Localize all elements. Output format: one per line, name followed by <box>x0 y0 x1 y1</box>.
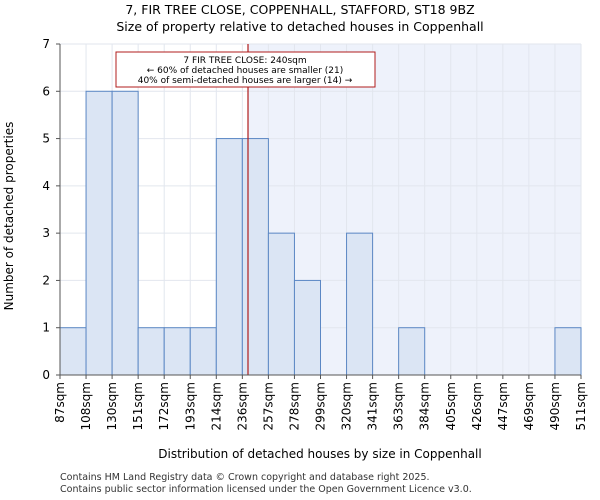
histogram-bar <box>137 327 165 376</box>
y-tick-label: 4 <box>42 179 50 193</box>
x-tick-label: 278sqm <box>287 382 301 430</box>
footer-copyright: Contains HM Land Registry data © Crown c… <box>60 472 430 483</box>
x-tick-label: 257sqm <box>261 382 275 430</box>
x-tick-label: 405sqm <box>444 382 458 430</box>
x-tick-label: 130sqm <box>105 382 119 430</box>
annotation-box <box>115 51 376 88</box>
y-tick-label: 0 <box>42 368 50 382</box>
histogram-bar <box>346 232 374 376</box>
annotation-line-3: 40% of semi-detached houses are larger (… <box>138 76 353 86</box>
y-tick-label: 5 <box>42 132 50 146</box>
chart-subtitle: Size of property relative to detached ho… <box>116 19 484 34</box>
x-tick-label: 172sqm <box>157 382 171 430</box>
histogram-bar <box>554 327 582 376</box>
histogram-bar <box>189 327 217 376</box>
histogram-bar <box>163 327 191 376</box>
histogram-bar <box>215 138 243 376</box>
histogram-bar <box>59 327 87 376</box>
y-tick-label: 2 <box>42 273 50 287</box>
y-tick-label: 1 <box>42 321 50 335</box>
chart-title: 7, FIR TREE CLOSE, COPPENHALL, STAFFORD,… <box>125 2 475 17</box>
x-tick-label: 363sqm <box>392 382 406 430</box>
histogram-bar <box>241 138 269 376</box>
y-axis-label: Number of detached properties <box>2 122 16 311</box>
x-tick-label: 447sqm <box>496 382 510 430</box>
footer-licence: Contains public sector information licen… <box>60 484 472 495</box>
x-tick-label: 341sqm <box>366 382 380 430</box>
histogram-bar <box>85 90 113 376</box>
subject-annotation: 7 FIR TREE CLOSE: 240sqm ← 60% of detach… <box>115 51 376 88</box>
y-tick-label: 3 <box>42 226 50 240</box>
x-tick-label: 87sqm <box>53 382 67 423</box>
annotation-line-1: 7 FIR TREE CLOSE: 240sqm <box>183 56 306 66</box>
y-tick-label: 7 <box>42 37 50 51</box>
x-axis-label: Distribution of detached houses by size … <box>158 447 481 461</box>
x-tick-label: 511sqm <box>574 382 588 430</box>
histogram-bar <box>398 327 426 376</box>
histogram-bar <box>267 232 295 376</box>
x-tick-label: 426sqm <box>470 382 484 430</box>
x-tick-label: 490sqm <box>548 382 562 430</box>
y-tick-label: 6 <box>42 84 50 98</box>
x-tick-label: 469sqm <box>522 382 536 430</box>
annotation-line-2: ← 60% of detached houses are smaller (21… <box>147 66 344 76</box>
histogram-bar <box>111 90 139 376</box>
x-tick-label: 193sqm <box>183 382 197 430</box>
x-tick-label: 320sqm <box>340 382 354 430</box>
x-tick-label: 108sqm <box>79 382 93 430</box>
x-tick-label: 236sqm <box>235 382 249 430</box>
x-tick-label: 384sqm <box>418 382 432 430</box>
x-tick-label: 299sqm <box>314 382 328 430</box>
x-tick-label: 151sqm <box>131 382 145 430</box>
x-tick-label: 214sqm <box>209 382 223 430</box>
histogram-bar <box>293 279 322 376</box>
